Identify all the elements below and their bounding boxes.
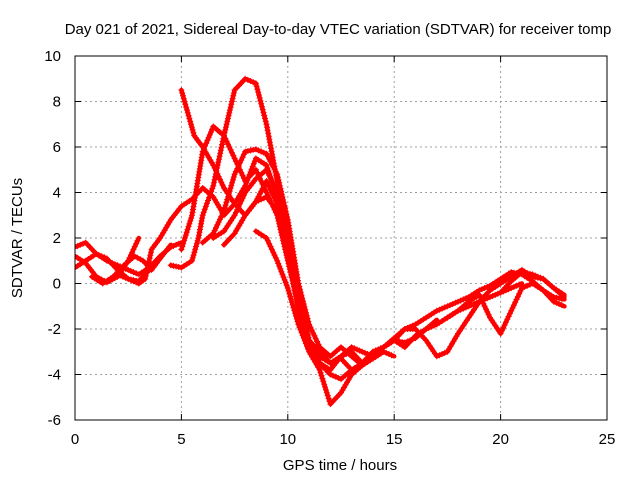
y-tick-label: 2 [53,230,61,247]
x-axis-label: GPS time / hours [283,457,397,474]
series-markers [178,123,523,367]
y-tick-label: -6 [48,412,61,429]
series-line [179,124,525,366]
data-plot-area [75,75,567,408]
series-markers [444,280,565,337]
series-arc4 [89,242,174,287]
y-tick-label: 10 [44,48,61,65]
series-markers [199,146,395,369]
x-tick-label: 25 [599,431,616,448]
series-arc9 [199,146,397,369]
series-arc12 [252,228,322,373]
series-markers [252,228,322,371]
y-tick-label: 8 [53,94,61,111]
x-tick-label: 15 [386,431,403,448]
x-tick-label: 5 [177,431,185,448]
series-markers [221,194,332,376]
series-arc11 [221,194,333,377]
y-tick-label: 6 [53,139,61,156]
series-markers [114,155,565,373]
series-arc7 [178,123,525,367]
y-tick-label: 4 [53,185,61,202]
y-tick-label: 0 [53,276,61,293]
y-axis-label: SDTVAR / TECUs [9,178,26,298]
series-arc14 [444,280,567,337]
x-tick-label: 20 [492,431,509,448]
axis-ticks: 0 5 10 15 20 25 -6 -4 -2 0 2 4 6 8 10 [44,48,615,448]
y-tick-label: -4 [48,367,61,384]
series-line [200,147,397,368]
series-markers [497,269,565,297]
grid [75,56,607,420]
series-arc5 [114,155,567,373]
x-tick-label: 0 [71,431,79,448]
x-tick-label: 10 [279,431,296,448]
series-arc15 [497,269,567,298]
y-tick-label: -2 [48,321,61,338]
chart-title: Day 021 of 2021, Sidereal Day-to-day VTE… [65,21,612,38]
